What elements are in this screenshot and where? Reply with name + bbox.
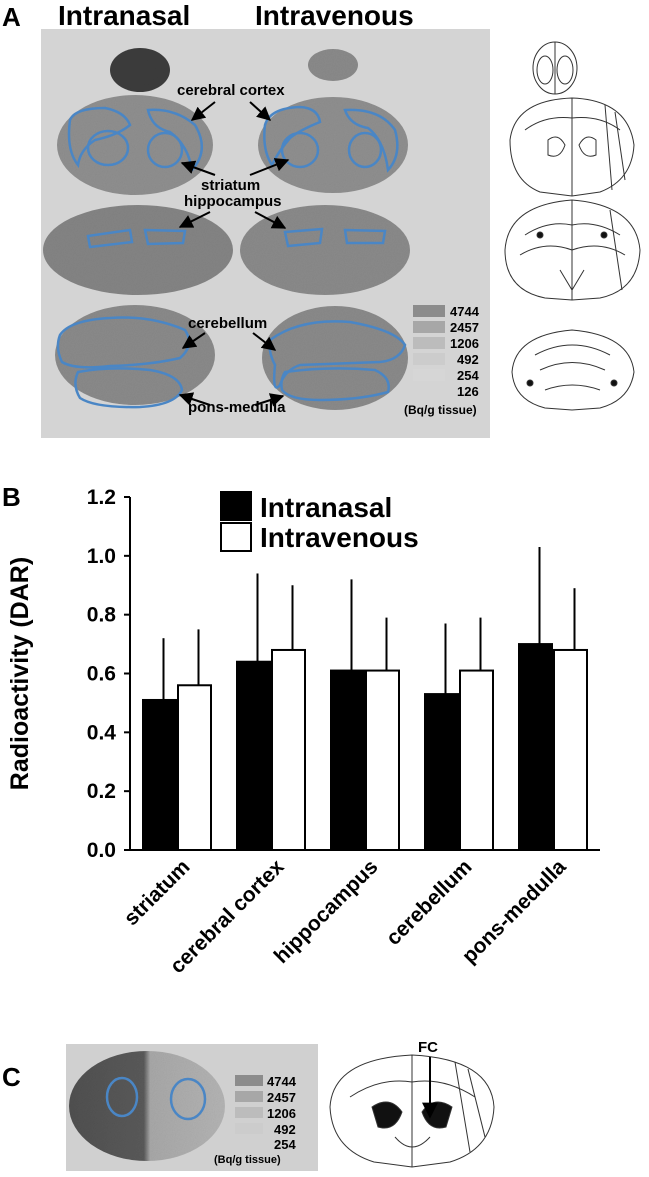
y-axis-label: Radioactivity (DAR) — [6, 557, 34, 790]
label-cerebral-cortex: cerebral cortex — [177, 82, 285, 99]
scale-a-value: 4744 — [450, 304, 480, 319]
intranasal-column-heading: Intranasal — [58, 0, 191, 31]
panel-a-letter: A — [2, 2, 21, 32]
panel-c-section — [69, 1051, 225, 1161]
scale-c-unit: (Bq/g tissue) — [214, 1154, 281, 1166]
scale-c-value: 1206 — [267, 1106, 296, 1121]
roi-cerebellum-intranasal — [56, 316, 191, 369]
x-category-label: striatum — [120, 855, 195, 930]
y-tick-label: 0.6 — [87, 663, 116, 686]
atlas-olfactory — [532, 41, 578, 95]
panel-c-letter: C — [2, 1062, 21, 1092]
label-striatum: striatum — [201, 177, 260, 194]
roi-striatum-right-intravenous — [347, 131, 383, 169]
roi-cortex-left-intranasal — [67, 106, 132, 169]
atlas-c-schematic — [329, 1054, 495, 1168]
roi-cerebellum-intravenous — [268, 320, 407, 389]
panel-b-letter: B — [2, 482, 21, 512]
intensity-scale-a: 4744 2457 1206 492 254 126 (Bq/g tissue) — [404, 304, 480, 417]
bar-intravenous — [271, 648, 306, 851]
roi-hippocampus-left-intravenous — [283, 227, 324, 248]
bar-intranasal — [424, 693, 459, 851]
section-hindbrain-intravenous — [262, 306, 408, 410]
olfactory-bulb-intranasal — [110, 48, 170, 92]
bar-intravenous — [365, 669, 400, 851]
intravenous-column-heading: Intravenous — [255, 0, 414, 31]
roi-hippocampus-right-intravenous — [343, 228, 387, 245]
annotation-arrows — [178, 101, 290, 407]
roi-c-left — [105, 1076, 139, 1118]
scale-a-unit: (Bq/g tissue) — [404, 403, 477, 417]
bar-intranasal — [142, 698, 177, 851]
legend-label-intravenous: Intravenous — [260, 522, 419, 553]
label-cerebellum: cerebellum — [188, 315, 267, 332]
roi-hippocampus-left-intranasal — [86, 228, 134, 249]
roi-pons-medulla-intranasal — [74, 367, 184, 409]
scale-c-value: 2457 — [267, 1090, 296, 1105]
y-tick-label: 1.2 — [87, 486, 116, 509]
scale-c-value: 4744 — [267, 1074, 297, 1089]
bar-intravenous — [459, 669, 494, 851]
atlas-forebrain — [509, 97, 635, 197]
roi-striatum-right-intranasal — [146, 131, 184, 169]
roi-cortex-left-intravenous — [263, 105, 322, 168]
section-forebrain-intravenous — [258, 97, 408, 193]
roi-striatum-left-intranasal — [86, 129, 130, 167]
scale-a-value: 126 — [457, 384, 479, 399]
label-fc: FC — [418, 1039, 438, 1056]
atlas-hindbrain — [511, 329, 635, 411]
roi-c-right — [169, 1077, 207, 1121]
legend-swatch-intranasal — [220, 491, 252, 521]
y-tick-label: 0.8 — [87, 604, 117, 627]
bar-intravenous — [553, 648, 588, 851]
scale-a-value: 2457 — [450, 320, 479, 335]
panel-c-figure: 4744 2457 1206 492 254 (Bq/g tissue) FC — [66, 1039, 495, 1171]
y-axis: 0.0 0.2 0.4 0.6 0.8 1.0 1.2 — [87, 486, 600, 862]
roi-pons-medulla-intravenous — [280, 367, 390, 402]
y-tick-label: 0.2 — [87, 780, 116, 803]
roi-outlines — [56, 105, 407, 409]
bar-intranasal — [236, 660, 271, 851]
bar-intranasal — [330, 669, 365, 851]
scale-a-value: 492 — [457, 352, 479, 367]
bar-group — [142, 547, 588, 851]
olfactory-bulb-intravenous — [308, 49, 358, 81]
bar-intranasal — [518, 643, 553, 851]
legend-label-intranasal: Intranasal — [260, 492, 392, 523]
legend-swatch-intravenous — [220, 522, 252, 552]
scale-c-value: 254 — [274, 1137, 296, 1152]
bar-intravenous — [177, 684, 212, 851]
scale-c-value: 492 — [274, 1122, 296, 1137]
section-forebrain-intranasal — [57, 95, 213, 195]
label-pons-medulla: pons-medulla — [188, 399, 286, 416]
y-tick-label: 0.4 — [87, 721, 117, 744]
y-tick-label: 0.0 — [87, 839, 116, 862]
atlas-hippocampal — [504, 199, 641, 301]
panel-a-figure: cerebral cortex striatum hippocampus cer… — [41, 29, 641, 438]
section-hippocampal-intranasal — [43, 205, 233, 295]
legend: Intranasal Intravenous — [220, 491, 419, 553]
roi-hippocampus-right-intranasal — [143, 228, 187, 246]
label-hippocampus: hippocampus — [184, 193, 282, 210]
x-category-label: cerebellum — [382, 855, 477, 950]
intensity-scale-c: 4744 2457 1206 492 254 (Bq/g tissue) — [214, 1074, 297, 1166]
scale-a-value: 1206 — [450, 336, 479, 351]
roi-striatum-left-intravenous — [280, 131, 320, 169]
atlas-schematics — [504, 41, 641, 411]
y-tick-label: 1.0 — [87, 545, 116, 568]
scale-a-value: 254 — [457, 368, 479, 383]
roi-cortex-right-intravenous — [343, 108, 399, 173]
